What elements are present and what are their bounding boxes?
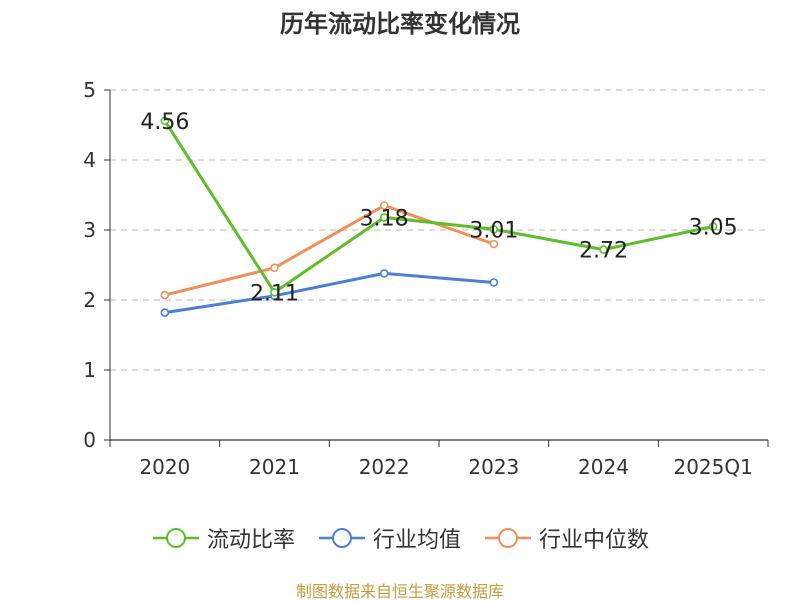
x-tick-label: 2025Q1 — [673, 455, 752, 479]
x-tick-label: 2024 — [578, 455, 629, 479]
y-tick-label: 4 — [83, 148, 96, 172]
data-point — [379, 269, 389, 278]
data-point — [270, 263, 279, 273]
data-point — [379, 201, 389, 210]
x-tick-label: 2022 — [359, 455, 410, 479]
grid-layer — [110, 89, 768, 371]
legend-circle — [165, 528, 186, 548]
data-label: 4.56 — [140, 110, 189, 135]
series-line — [164, 271, 494, 315]
axis-layer: 0 1 2 3 4 5 2020 2021 2022 2023 2024 2025Q1 — [83, 78, 769, 479]
legend-item[interactable]: 行业均值 — [317, 522, 461, 554]
x-tick-label: 2023 — [468, 455, 519, 479]
data-point — [489, 239, 499, 249]
data-point — [489, 278, 499, 287]
legend-item[interactable]: 流动比率 — [151, 522, 295, 554]
x-tick-label: 2020 — [139, 455, 190, 479]
legend-circle — [331, 528, 352, 548]
data-label: 2.11 — [250, 281, 299, 306]
x-tick-label: 2021 — [249, 455, 300, 479]
y-tick-label: 0 — [83, 428, 96, 452]
data-label-layer: 4.56 2.11 3.18 3.01 2.72 3.05 — [140, 110, 737, 306]
y-tick-label: 2 — [83, 288, 96, 312]
chart-title: 历年流动比率变化情况 — [280, 10, 520, 38]
data-point — [270, 287, 279, 297]
y-tick-label: 5 — [83, 78, 96, 102]
y-tick-label: 3 — [83, 218, 96, 242]
legend-label: 行业均值 — [372, 528, 461, 553]
legend-line-circle-icon — [485, 528, 531, 548]
legend-label: 行业中位数 — [539, 528, 650, 553]
legend-line-circle-icon — [318, 528, 365, 548]
legend-item[interactable]: 行业中位数 — [483, 522, 649, 554]
data-label: 2.72 — [579, 239, 628, 264]
series-line — [164, 204, 495, 297]
data-point — [379, 213, 389, 222]
legend-line-circle-icon — [152, 528, 199, 548]
data-point — [489, 225, 499, 234]
data-label: 3.01 — [469, 218, 518, 243]
data-label: 3.05 — [689, 216, 738, 241]
data-label: 3.18 — [360, 206, 409, 231]
data-point — [708, 222, 718, 231]
y-tick-label: 1 — [83, 358, 96, 382]
legend-circle — [498, 528, 518, 548]
series-layer — [160, 116, 718, 317]
data-point — [160, 290, 170, 300]
data-point — [599, 245, 608, 254]
source-note: 制图数据来自恒生聚源数据库 — [295, 582, 504, 601]
series-line — [163, 119, 714, 294]
data-point — [160, 116, 170, 126]
data-point — [160, 308, 170, 317]
legend-label: 流动比率 — [206, 528, 295, 553]
legend: 流动比率 行业均值 行业中位数 — [0, 520, 800, 556]
